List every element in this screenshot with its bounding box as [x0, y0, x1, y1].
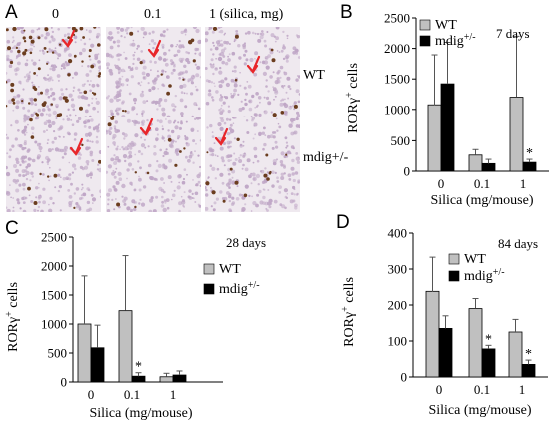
chart-b-legend-label-1: mdig+/- — [435, 32, 476, 50]
panel-a-letter: A — [5, 2, 18, 23]
panel-c-letter: C — [5, 218, 19, 239]
chart-d-y-axis-label: RORγ+ cells — [340, 277, 358, 347]
chart-d-y-tick-label-4: 400 — [388, 226, 408, 241]
chart-b-bar-s1-c0 — [440, 83, 455, 172]
chart-d-bar-s0-c1 — [468, 308, 483, 378]
chart-b-y-tick-label-3: 1500 — [384, 72, 410, 87]
chart-b-y-tick-label-1: 500 — [391, 133, 411, 148]
chart-b-y-tick-label-2: 1000 — [384, 102, 410, 117]
panel-b-letter: B — [340, 2, 353, 23]
chart-b-y-axis-label: RORγ+ cells — [344, 63, 362, 133]
chart-b-bar-s1-c1 — [481, 162, 496, 172]
chart-b-significance-star-2: * — [526, 146, 533, 161]
chart-d-significance-star-1: * — [485, 332, 492, 347]
chart-c-legend-label-1: mdig+/- — [219, 280, 260, 298]
chart-d-x-tick-label-2: 1 — [519, 382, 526, 397]
chart-c-bar-s0-c2 — [159, 376, 174, 383]
chart-panel-b: 0 500 1000 1500 2000 2500 0 0.1 1 * Silica (mg/mou… — [344, 11, 549, 208]
micrograph-wt-0-1 — [106, 27, 201, 122]
chart-b-x-tick-label-0: 0 — [438, 176, 445, 191]
chart-d-significance-star-2: * — [525, 347, 532, 362]
chart-c-bar-s1-c0 — [90, 347, 105, 383]
chart-c-y-axis-label: RORγ+ cells — [4, 282, 22, 352]
chart-c-x-tick-label-0: 0 — [88, 387, 95, 402]
chart-c-y-tick-label-3: 1500 — [41, 288, 67, 303]
chart-b-days-annotation: 7 days — [496, 26, 530, 41]
chart-b-x-tick-label-1: 0.1 — [474, 176, 490, 191]
chart-panel-c: 0 500 1000 1500 2000 2500 0 0.1 * 1 Silica (mg/mou… — [4, 230, 267, 421]
micrograph-mdig-0 — [6, 117, 101, 212]
chart-c-bar-s1-c2 — [172, 374, 187, 383]
chart-c-bar-s0-c1 — [118, 310, 133, 383]
chart-c-legend-swatch-0 — [203, 263, 215, 275]
chart-d-days-annotation: 84 days — [498, 236, 538, 251]
panel-d-letter: D — [336, 212, 350, 233]
micrograph-wt-0 — [6, 27, 101, 122]
chart-b-bar-s0-c2 — [509, 97, 524, 172]
chart-c-y-tick-label-0: 0 — [61, 375, 68, 390]
chart-b-bar-s1-c2 — [522, 161, 537, 172]
chart-d-bar-s1-c1 — [481, 348, 496, 378]
red-arrow-icon — [147, 39, 162, 58]
chart-b-legend-label-0: WT — [435, 18, 457, 33]
chart-c-y-tick-label-2: 1000 — [41, 317, 67, 332]
chart-d-x-tick-label-0: 0 — [436, 382, 443, 397]
chart-b-bar-s0-c1 — [468, 154, 483, 172]
micrograph-mdig-1 — [205, 117, 300, 212]
chart-d-bar-s1-c2 — [521, 363, 536, 378]
column-label-0-1: 0.1 — [144, 7, 162, 22]
row-label-mdig: mdig+/- — [303, 150, 349, 165]
column-label-1-silica: 1 (silica, mg) — [209, 7, 284, 22]
micrograph-mdig-0-1 — [106, 117, 201, 212]
chart-c-significance-star-1: * — [135, 360, 142, 375]
chart-c-x-tick-label-1: 0.1 — [124, 387, 140, 402]
chart-b-y-tick-label-0: 0 — [404, 164, 411, 179]
chart-c-y-tick-label-4: 2000 — [41, 259, 67, 274]
red-arrow-icon — [61, 29, 76, 48]
chart-panel-d: 0 100 200 300 400 0 0.1 * 1 * Silica (mg/mouse) ROR… — [340, 226, 548, 418]
chart-c-legend-label-0: WT — [219, 262, 241, 277]
chart-b-y-tick-label-5: 2500 — [384, 11, 410, 26]
chart-b-y-tick-label-4: 2000 — [384, 41, 410, 56]
chart-d-bar-s0-c0 — [425, 290, 440, 378]
chart-d-bar-s1-c0 — [438, 328, 453, 378]
red-arrow-icon — [69, 137, 84, 156]
chart-c-y-tick-label-5: 2500 — [41, 230, 67, 245]
chart-b-legend-swatch-0 — [419, 19, 431, 31]
chart-c-x-tick-label-2: 1 — [170, 387, 177, 402]
chart-d-legend-swatch-0 — [448, 253, 460, 265]
chart-d-legend-label-1: mdig+/- — [464, 267, 505, 285]
chart-c-y-tick-label-1: 500 — [48, 346, 68, 361]
chart-d-x-tick-label-1: 0.1 — [474, 382, 490, 397]
chart-c-bar-s1-c1 — [131, 375, 146, 383]
chart-c-x-axis-label: Silica (mg/mouse) — [89, 406, 192, 421]
chart-d-y-tick-label-3: 300 — [388, 262, 408, 277]
chart-b-bar-s0-c0 — [427, 104, 442, 172]
chart-c-bar-s0-c0 — [77, 323, 92, 383]
chart-c-legend-swatch-1 — [203, 283, 215, 295]
chart-d-legend-label-0: WT — [464, 252, 486, 267]
red-arrow-icon — [246, 55, 261, 74]
chart-d-y-tick-label-0: 0 — [401, 370, 408, 385]
column-label-0: 0 — [52, 7, 59, 22]
chart-b-x-axis-label: Silica (mg/mouse) — [430, 193, 533, 208]
chart-b-x-tick-label-2: 1 — [520, 176, 527, 191]
chart-c-days-annotation: 28 days — [226, 235, 266, 250]
chart-d-x-axis-label: Silica (mg/mouse) — [428, 403, 531, 418]
chart-d-y-tick-label-1: 100 — [388, 334, 408, 349]
micrograph-wt-1 — [205, 27, 300, 122]
row-label-wt: WT — [303, 68, 325, 83]
chart-d-bar-s0-c2 — [508, 331, 523, 378]
chart-d-legend-swatch-1 — [448, 270, 460, 282]
red-arrow-icon — [214, 127, 229, 146]
red-arrow-icon — [139, 117, 154, 136]
chart-d-y-tick-label-2: 200 — [388, 298, 408, 313]
chart-b-legend-swatch-1 — [419, 35, 431, 47]
